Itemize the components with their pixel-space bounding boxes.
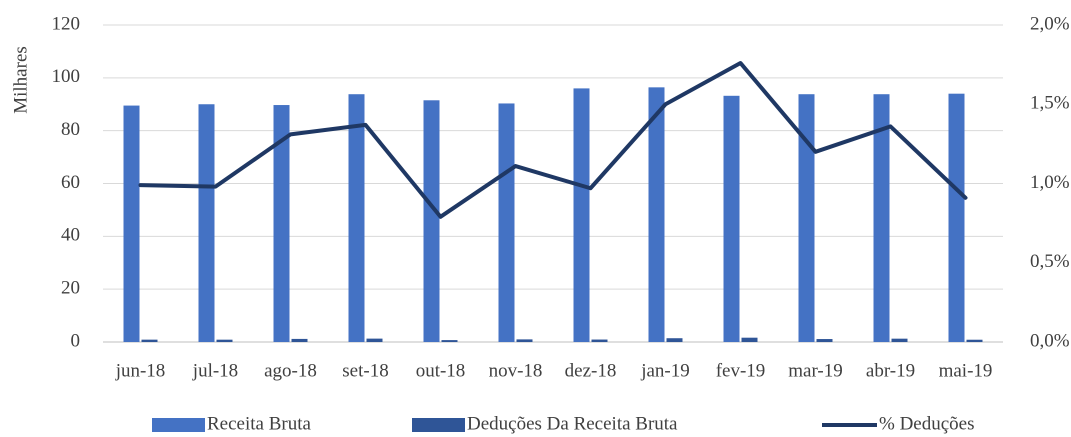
legend-swatch [152,418,205,432]
x-tick-label: set-18 [342,360,388,381]
x-tick-label: nov-18 [489,360,543,381]
y-tick-label: 120 [52,13,81,34]
legend-label: Deduções Da Receita Bruta [467,413,678,434]
bar [723,95,740,343]
y-tick-label: 20 [61,278,80,299]
bar [648,87,665,343]
x-tick-label: jan-19 [640,360,690,381]
legend-swatch [412,418,465,432]
bar [816,339,833,342]
bar [891,338,908,342]
bar [948,93,965,342]
bar [348,94,365,342]
bar [216,339,233,342]
bar [366,338,383,342]
x-tick-label: fev-19 [716,360,766,381]
bar [423,100,440,342]
bar [516,339,533,342]
bar [498,103,515,343]
bar [573,88,590,343]
bar [198,104,215,342]
line [138,61,968,219]
x-tick-label: ago-18 [264,360,317,381]
y-axis-label: Milhares [10,46,31,114]
y2-tick-label: 1,0% [1030,172,1070,193]
legend-label: % Deduções [879,413,975,434]
bar [123,105,140,342]
bar [873,94,890,342]
bar [141,339,158,342]
bar [591,339,608,342]
bar [741,337,758,342]
y-tick-label: 0 [71,330,81,351]
x-tick-label: out-18 [416,360,466,381]
legend-label: Receita Bruta [207,413,311,434]
x-tick-label: mar-19 [788,360,843,381]
y2-tick-label: 0,0% [1030,330,1070,351]
y2-tick-label: 0,5% [1030,251,1070,272]
x-tick-label: jun-18 [115,360,166,381]
x-tick-label: abr-19 [866,360,915,381]
bar [798,94,815,342]
bar [666,338,683,342]
bar [441,340,458,342]
x-tick-label: dez-18 [565,360,617,381]
y-tick-label: 100 [52,66,81,87]
x-tick-label: mai-19 [939,360,993,381]
y-tick-label: 80 [61,119,80,140]
y2-tick-label: 2,0% [1030,13,1070,34]
bar [966,339,983,342]
y-tick-label: 60 [61,172,80,193]
y-tick-label: 40 [61,225,80,246]
bar [291,338,308,342]
x-tick-label: jul-18 [192,360,238,381]
y2-tick-label: 1,5% [1030,93,1070,114]
bar [273,105,290,342]
